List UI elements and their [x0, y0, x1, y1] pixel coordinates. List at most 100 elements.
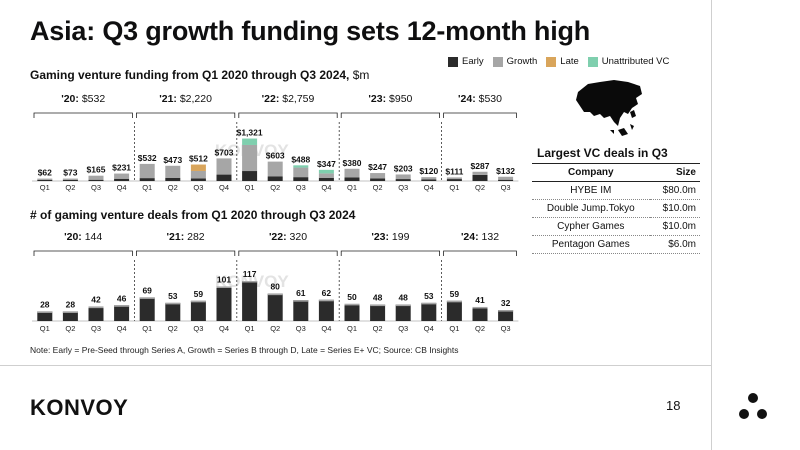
- deals-x-tick: Q4: [219, 324, 229, 333]
- deals-x-tick: Q2: [373, 324, 383, 333]
- funding-bar-growth: [395, 174, 411, 180]
- deals-bar-cap: [190, 300, 206, 303]
- deals-bar-cap: [318, 299, 334, 302]
- asia-map-icon: [576, 80, 642, 136]
- funding-bar-early: [446, 179, 462, 181]
- deals-data-label: 80: [270, 282, 280, 292]
- footnote: Note: Early = Pre-Seed through Series A,…: [30, 345, 459, 355]
- funding-x-tick: Q3: [398, 183, 408, 192]
- largest-deals-table: Company Size HYBE IM $80.0m Double Jump.T…: [532, 163, 700, 254]
- deals-bar-cap: [421, 302, 437, 305]
- funding-data-label: $111: [445, 166, 463, 176]
- funding-chart-title-text: Gaming venture funding from Q1 2020 thro…: [30, 68, 350, 82]
- deals-bar: [370, 304, 386, 321]
- legend-swatch-unattributed: [587, 56, 598, 67]
- deals-data-label: 101: [217, 274, 231, 284]
- funding-x-tick: Q2: [168, 183, 178, 192]
- deals-x-tick: Q4: [424, 324, 434, 333]
- deals-bar-cap: [370, 304, 386, 307]
- funding-bar-growth: [344, 168, 360, 178]
- funding-x-tick: Q1: [245, 183, 255, 192]
- legend-item-growth: Growth: [492, 56, 537, 67]
- funding-bar-growth: [165, 165, 181, 178]
- funding-bar-early: [62, 179, 78, 181]
- funding-data-label: $165: [87, 165, 106, 175]
- deals-bar: [267, 293, 283, 321]
- funding-x-tick: Q3: [193, 183, 203, 192]
- deals-bar-cap: [472, 306, 488, 309]
- deals-x-tick: Q3: [501, 324, 511, 333]
- deals-x-tick: Q2: [270, 324, 280, 333]
- funding-x-tick: Q4: [424, 183, 434, 192]
- deal-company: Cypher Games: [532, 217, 650, 236]
- funding-and-deals-chart: KONVOY'20: $532'21: $2,220'22: $2,759'23…: [32, 93, 519, 333]
- funding-bar-growth: [421, 177, 437, 180]
- funding-x-tick: Q2: [475, 183, 485, 192]
- funding-bar-growth: [190, 170, 206, 179]
- legend-label-early: Early: [462, 56, 484, 67]
- legend-item-late: Late: [546, 56, 579, 67]
- legend-swatch-early: [448, 56, 458, 67]
- deals-year-bracket-4: [443, 250, 517, 256]
- funding-x-tick: Q4: [219, 183, 229, 192]
- deal-company: Pentagon Games: [532, 235, 650, 254]
- funding-bar-early: [37, 179, 53, 181]
- deals-data-label: 61: [296, 288, 306, 298]
- deals-x-tick: Q1: [245, 324, 255, 333]
- deals-x-tick: Q2: [168, 324, 178, 333]
- deals-data-label: 117: [243, 269, 257, 279]
- deals-x-tick: Q2: [65, 324, 75, 333]
- funding-data-label: $203: [394, 163, 413, 173]
- legend-label-unattributed: Unattributed VC: [601, 56, 670, 67]
- deals-year-total-3: '23: 199: [371, 231, 409, 243]
- deals-bar-cap: [114, 305, 130, 307]
- deals-year-bracket-1: [136, 250, 236, 256]
- funding-bar-unattributed-vc: [318, 169, 334, 174]
- deals-bar-cap: [446, 300, 462, 303]
- deals-data-label: 46: [117, 293, 127, 303]
- deals-bar: [344, 303, 360, 321]
- konvoy-mark-icon: [739, 393, 767, 419]
- funding-year-bracket-0: [33, 112, 133, 118]
- funding-data-label: $703: [215, 147, 234, 157]
- funding-x-tick: Q2: [373, 183, 383, 192]
- deals-year-bracket-0: [33, 250, 133, 256]
- funding-bar-early: [242, 171, 258, 181]
- deals-bar-cap: [498, 310, 514, 312]
- deals-data-label: 42: [91, 295, 101, 305]
- deal-size: $10.0m: [649, 217, 700, 236]
- deals-bar: [139, 297, 155, 321]
- funding-year-total-1: '21: $2,220: [159, 93, 212, 105]
- deal-size: $80.0m: [649, 181, 700, 200]
- funding-bar-growth: [242, 144, 258, 172]
- deals-x-tick: Q4: [321, 324, 331, 333]
- deals-x-tick: Q1: [449, 324, 459, 333]
- funding-data-label: $62: [38, 168, 52, 178]
- deals-bar-cap: [37, 311, 53, 313]
- konvoy-logo: KONVOY: [30, 395, 129, 420]
- funding-bar-growth: [472, 171, 488, 175]
- funding-bar-growth: [37, 178, 53, 180]
- deals-x-tick: Q3: [296, 324, 306, 333]
- funding-chart-title: Gaming venture funding from Q1 2020 thro…: [30, 68, 369, 82]
- deals-year-bracket-2: [238, 250, 338, 256]
- funding-chart-unit: $m: [352, 68, 370, 82]
- deals-x-tick: Q3: [193, 324, 203, 333]
- deals-bar-cap: [139, 297, 155, 299]
- deals-bar: [242, 281, 258, 321]
- deals-bar: [190, 300, 206, 321]
- funding-data-label: $73: [63, 168, 77, 178]
- funding-bar-early: [139, 178, 155, 181]
- funding-x-tick: Q4: [321, 183, 331, 192]
- deals-table-title: Largest VC deals in Q3: [537, 146, 668, 160]
- funding-bar-growth: [216, 158, 232, 175]
- deals-x-tick: Q3: [398, 324, 408, 333]
- funding-x-tick: Q3: [501, 183, 511, 192]
- funding-data-label: $473: [163, 155, 182, 165]
- deal-size: $6.0m: [649, 235, 700, 254]
- deals-bar-cap: [62, 311, 78, 313]
- funding-year-bracket-1: [136, 112, 236, 118]
- funding-bar-early: [267, 176, 283, 181]
- deals-bar: [62, 311, 78, 321]
- deals-bar: [165, 302, 181, 321]
